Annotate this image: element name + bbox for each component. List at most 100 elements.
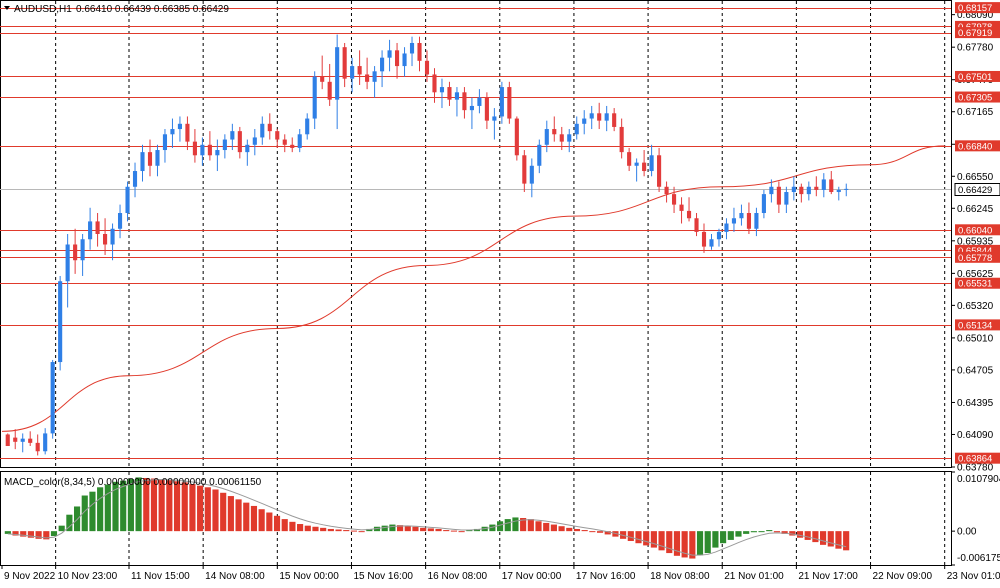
macd-bar — [358, 531, 365, 533]
candle-body — [230, 131, 235, 140]
candle-body — [95, 221, 100, 234]
macd-bar — [704, 531, 711, 554]
candle-body — [432, 74, 437, 93]
x-tick-label: 22 Nov 09:00 — [873, 571, 933, 582]
macd-bar — [97, 487, 104, 532]
level-price-tag[interactable] — [955, 70, 1000, 82]
candle-body — [574, 123, 579, 135]
level-price-tag[interactable] — [955, 319, 1000, 331]
candle-body — [20, 438, 25, 442]
candle-body — [5, 434, 10, 447]
macd-bar — [658, 531, 665, 551]
level-price-tag[interactable] — [955, 277, 1000, 289]
x-tick-label: 21 Nov 01:00 — [724, 571, 784, 582]
macd-bar — [520, 517, 527, 532]
level-price-tag[interactable] — [955, 251, 1000, 263]
macd-bar — [558, 526, 565, 532]
candle-body — [776, 186, 781, 205]
candle-body — [694, 218, 699, 232]
candle-body — [679, 204, 684, 211]
macd-bar — [127, 479, 134, 532]
y-tick-label: 0.67165 — [957, 107, 994, 118]
candle-body — [424, 60, 430, 75]
x-tick-label: 15 Nov 16:00 — [353, 571, 413, 582]
macd-bar — [181, 482, 188, 532]
main-panel-frame — [0, 0, 952, 468]
macd-bar — [258, 509, 265, 532]
level-price-tag-text: 0.66840 — [958, 141, 992, 152]
candle-body — [769, 186, 774, 195]
macd-bar — [350, 530, 358, 532]
level-price-tag-text: 0.67501 — [958, 72, 992, 83]
price-axis[interactable]: 0.680900.677800.674700.671650.668550.665… — [951, 2, 1000, 474]
macd-bar — [643, 531, 650, 546]
macd-bar — [404, 525, 411, 532]
candle-body — [417, 42, 422, 61]
level-price-tag[interactable] — [955, 244, 1000, 256]
macd-bar — [450, 530, 457, 532]
candle-body — [43, 433, 48, 452]
chart-header: AUDUSD,H1 0.66410 0.66439 0.66385 0.6642… — [4, 4, 229, 15]
macd-bar — [81, 495, 88, 532]
macd-bar — [43, 531, 50, 540]
level-price-tag[interactable] — [955, 140, 1000, 152]
macd-bar — [27, 531, 34, 538]
level-price-tag[interactable] — [955, 20, 1000, 32]
candle-body — [597, 113, 602, 121]
x-tick-label: 15 Nov 00:00 — [279, 571, 339, 582]
macd-bar — [412, 526, 419, 532]
macd-bar — [773, 531, 781, 533]
candle-body — [454, 92, 460, 100]
macd-bar — [512, 517, 519, 532]
macd-signal-line — [7, 478, 847, 556]
macd-bar — [743, 531, 750, 534]
level-price-tag[interactable] — [955, 452, 1000, 464]
candle-body — [290, 144, 295, 148]
candle-body — [522, 155, 527, 184]
macd-bar — [89, 491, 96, 532]
candle-body — [103, 234, 108, 245]
macd-bar — [466, 530, 473, 532]
macd-bar — [135, 477, 142, 532]
level-price-tag[interactable] — [955, 91, 1000, 103]
candle-body — [439, 87, 445, 93]
candle-body — [754, 213, 759, 229]
y-tick-label: 0.64090 — [957, 430, 994, 441]
candle-body — [365, 74, 370, 82]
macd-bar — [143, 477, 150, 532]
level-price-tag[interactable] — [955, 224, 1000, 236]
macd-bar — [35, 531, 42, 539]
macd-bar — [696, 531, 704, 556]
candle-body — [619, 126, 624, 153]
macd-bar — [627, 531, 634, 542]
macd-bar — [389, 524, 396, 532]
candle-body — [335, 47, 340, 100]
macd-bar — [73, 506, 81, 532]
macd-bar — [735, 531, 742, 537]
y-tick-label: 0.63780 — [957, 463, 994, 474]
candle-body — [394, 50, 400, 67]
candle-body — [829, 179, 834, 193]
time-axis[interactable]: 9 Nov 2022 10 Nov 23:00 11 Nov 15:00 14 Nov… — [1, 565, 1000, 582]
macd-bar — [366, 528, 373, 532]
macd-bar — [220, 492, 227, 532]
macd-bar — [235, 499, 242, 532]
level-price-tag[interactable] — [955, 2, 1000, 14]
macd-bar — [320, 527, 327, 532]
level-price-tag[interactable] — [955, 27, 1000, 39]
x-tick-label: 18 Nov 08:00 — [650, 571, 710, 582]
x-tick-label: 17 Nov 00:00 — [502, 571, 562, 582]
level-price-tag-text: 0.65531 — [958, 279, 992, 290]
candle-body — [649, 155, 654, 172]
candle-body — [724, 223, 729, 232]
horizontal-levels[interactable] — [0, 8, 951, 459]
macd-bar — [289, 521, 296, 532]
candle-body — [177, 123, 182, 130]
dropdown-arrow-icon[interactable] — [4, 6, 10, 10]
y-tick-label: 0.68090 — [957, 10, 994, 21]
moving-average — [1, 145, 945, 432]
macd-bar — [843, 531, 850, 551]
candle-body — [170, 129, 175, 135]
